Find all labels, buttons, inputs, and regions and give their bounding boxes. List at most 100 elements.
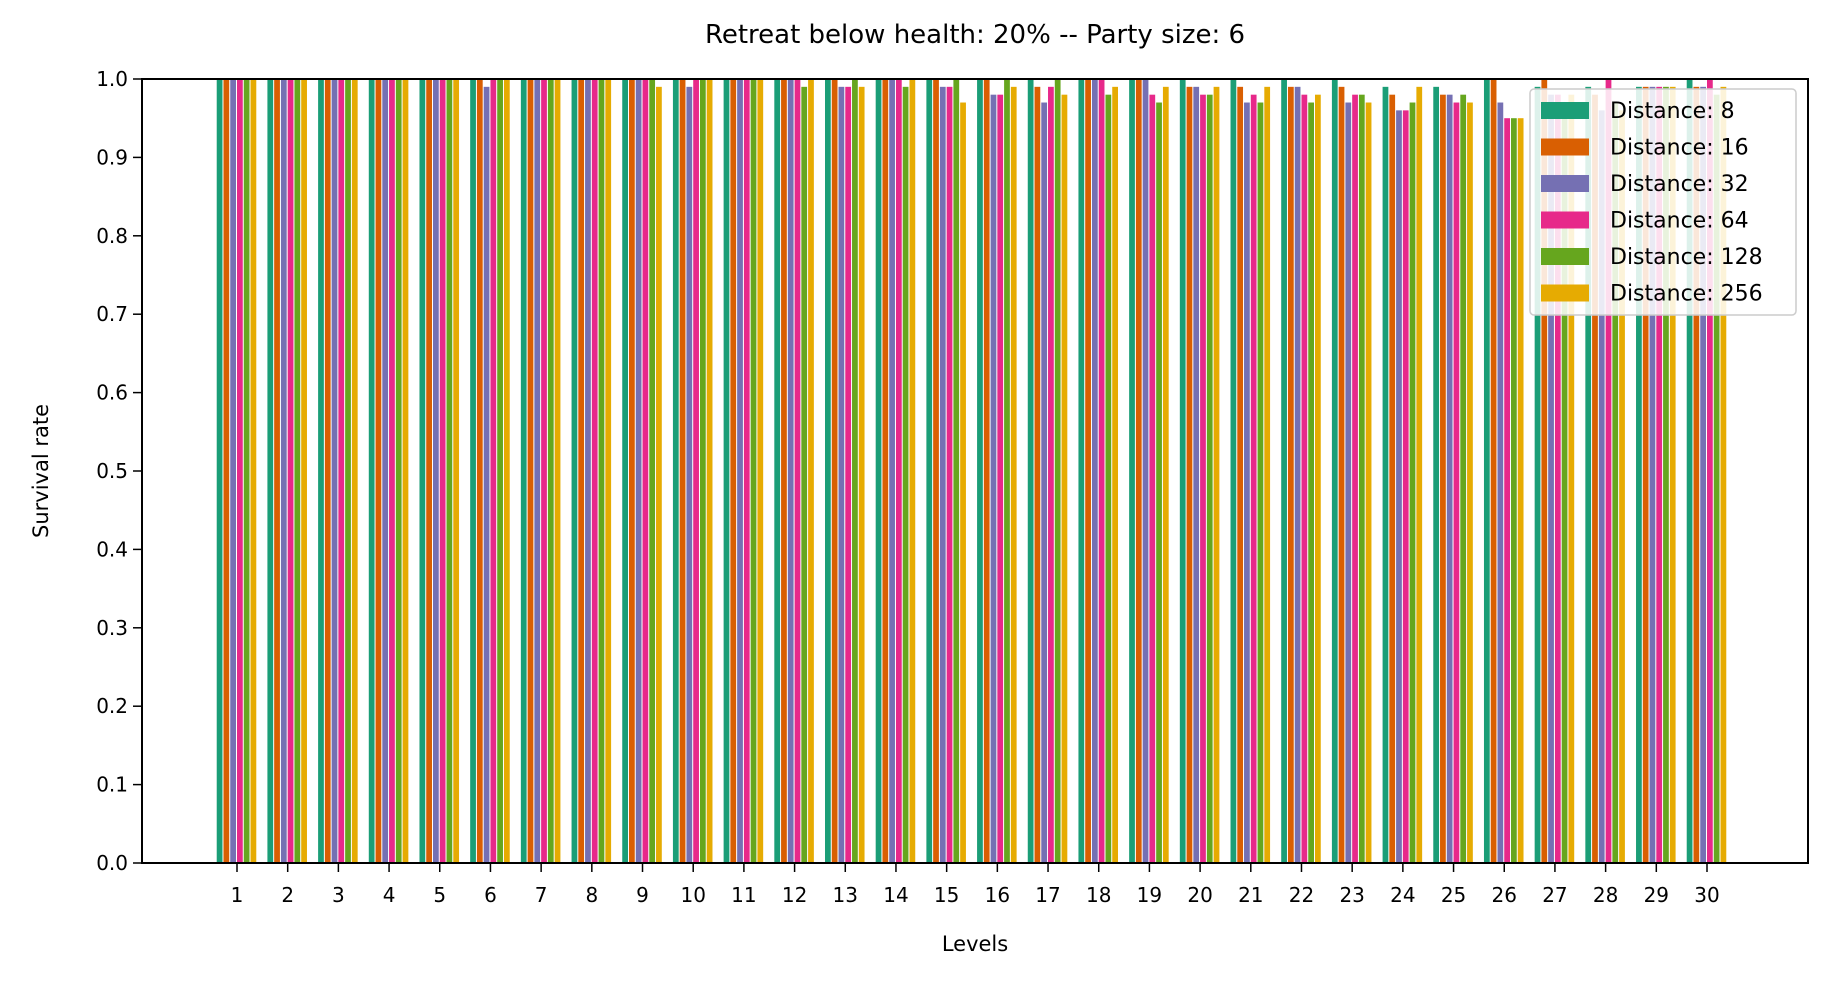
- bar: [318, 79, 324, 863]
- y-axis-label: Survival rate: [29, 404, 53, 538]
- x-tick-label: 15: [934, 883, 959, 907]
- bar: [1511, 118, 1517, 863]
- x-tick-label: 24: [1390, 883, 1415, 907]
- bar: [280, 79, 287, 863]
- bar: [882, 79, 889, 863]
- bar: [250, 79, 257, 863]
- x-tick-label: 23: [1339, 883, 1364, 907]
- x-tick-label: 1: [231, 883, 244, 907]
- bar: [1301, 94, 1308, 864]
- bar: [629, 79, 635, 863]
- bar: [642, 79, 649, 863]
- bar: [338, 79, 345, 863]
- bar: [1490, 79, 1497, 863]
- bar: [794, 79, 801, 863]
- bar: [1382, 86, 1389, 864]
- bar: [983, 79, 990, 863]
- bar: [520, 79, 527, 863]
- bar: [1534, 86, 1541, 864]
- bar: [1004, 79, 1010, 863]
- bar: [656, 86, 662, 864]
- bar: [649, 79, 656, 863]
- bar: [1112, 86, 1118, 864]
- y-tick-label: 0.3: [96, 616, 128, 640]
- bar: [578, 79, 585, 863]
- bar: [368, 79, 375, 863]
- bar: [1142, 79, 1149, 863]
- bar: [331, 79, 338, 863]
- legend-swatch: [1541, 102, 1589, 119]
- bar: [737, 79, 743, 863]
- bar: [433, 79, 439, 863]
- bar: [274, 79, 280, 863]
- bar: [267, 79, 274, 863]
- x-tick-label: 10: [680, 883, 705, 907]
- bar: [723, 79, 730, 863]
- bar: [1338, 86, 1345, 864]
- bar: [1308, 102, 1314, 863]
- bar: [1669, 86, 1676, 864]
- bar: [1453, 102, 1460, 863]
- bar: [1085, 79, 1091, 863]
- bar: [1162, 86, 1169, 864]
- y-tick-label: 0.4: [96, 537, 128, 561]
- bar: [1365, 102, 1372, 863]
- bar: [808, 79, 814, 863]
- legend-label: Distance: 64: [1610, 209, 1749, 234]
- y-tick-label: 1.0: [96, 67, 128, 91]
- bar: [889, 79, 895, 863]
- bar: [1686, 79, 1693, 863]
- y-axis: 0.0 0.1 0.2 0.3 0.4 0.5 0.6 0.7 0.8 0.9 1.0: [96, 67, 142, 875]
- bar: [1149, 94, 1156, 864]
- bar: [287, 79, 294, 863]
- bar: [1541, 79, 1548, 863]
- x-tick-label: 8: [585, 883, 598, 907]
- bar: [801, 86, 808, 864]
- bar: [1034, 86, 1041, 864]
- bar: [1605, 79, 1612, 863]
- bar: [852, 79, 858, 863]
- bar: [1230, 79, 1237, 863]
- bar: [426, 79, 432, 863]
- bar: [1598, 110, 1605, 864]
- bar: [926, 79, 933, 863]
- y-tick-label: 0.2: [96, 694, 128, 718]
- x-tick-label: 30: [1694, 883, 1719, 907]
- bar: [679, 79, 686, 863]
- bar: [1636, 86, 1642, 864]
- bar: [1612, 102, 1619, 863]
- bar: [1061, 94, 1068, 864]
- bar: [554, 79, 561, 863]
- bar: [757, 79, 764, 863]
- x-tick-label: 6: [484, 883, 497, 907]
- bar: [672, 79, 679, 863]
- bar: [902, 86, 909, 864]
- y-tick-label: 0.7: [96, 302, 128, 326]
- bar: [960, 102, 966, 863]
- legend-label: Distance: 32: [1610, 172, 1749, 197]
- bar: [1156, 102, 1162, 863]
- bar: [237, 79, 243, 863]
- bar: [375, 79, 382, 863]
- bar: [990, 94, 997, 864]
- bar: [1244, 102, 1250, 863]
- x-tick-label: 26: [1492, 883, 1517, 907]
- bar: [389, 79, 395, 863]
- y-tick-label: 0.5: [96, 459, 128, 483]
- legend-box: [1529, 88, 1797, 316]
- bar: [1186, 86, 1193, 864]
- bar: [1041, 102, 1048, 863]
- bar: [1250, 94, 1257, 864]
- bar: [1098, 79, 1105, 863]
- bar: [895, 79, 902, 863]
- bar: [598, 79, 605, 863]
- bar: [483, 86, 490, 864]
- y-tick-label: 0.6: [96, 381, 128, 405]
- bar: [1078, 79, 1085, 863]
- bar: [324, 79, 331, 863]
- bar: [1592, 94, 1598, 864]
- x-tick-label: 25: [1441, 883, 1466, 907]
- bar: [831, 79, 838, 863]
- bar: [977, 79, 983, 863]
